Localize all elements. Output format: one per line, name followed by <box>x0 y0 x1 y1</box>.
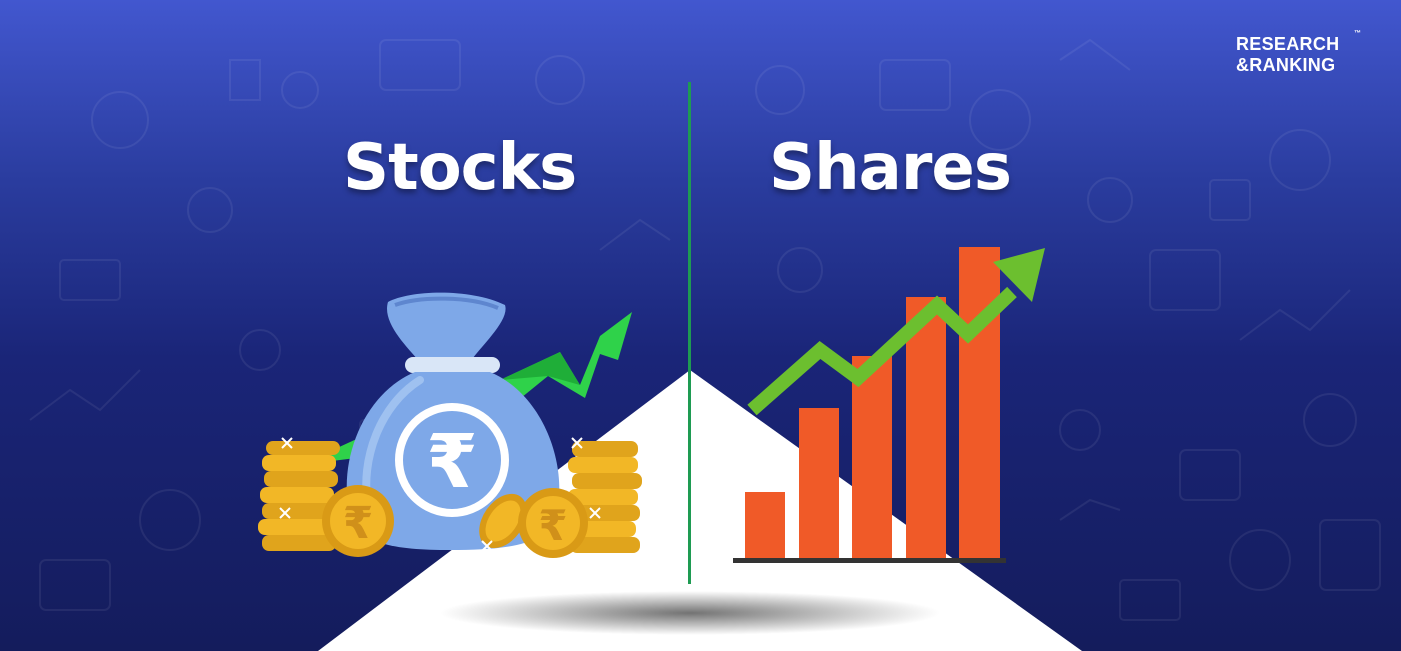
green-arrow-icon <box>300 312 632 465</box>
stocks-heading: Stocks <box>343 131 577 205</box>
shares-heading: Shares <box>769 131 1012 205</box>
bar-chart-icon <box>733 247 1006 563</box>
coin-rupee-symbol: ₹ <box>343 498 374 549</box>
chart-bar <box>852 356 892 559</box>
trademark-mark: ™ <box>1354 30 1362 37</box>
logo-line-top: RESEARCH <box>1236 34 1340 54</box>
chart-bar <box>959 247 1000 559</box>
brand-logo: RESEARCH &RANKING ™ <box>1236 30 1376 76</box>
rupee-coin-icon: ₹ <box>322 485 394 557</box>
trend-arrow-icon <box>747 248 1045 416</box>
chart-bar <box>906 297 946 559</box>
rupee-coin-icon: ₹ <box>518 488 588 558</box>
coin-rupee-symbol: ₹ <box>538 501 567 550</box>
coin-stack-icon <box>258 437 340 551</box>
chart-bar <box>799 408 839 559</box>
chart-baseline <box>733 558 1006 563</box>
rupee-coin-icon <box>479 493 527 552</box>
center-divider <box>688 82 691 584</box>
chart-bar <box>745 492 785 559</box>
logo-line-bottom: &RANKING <box>1236 55 1336 75</box>
bag-rupee-symbol: ₹ <box>426 419 478 505</box>
